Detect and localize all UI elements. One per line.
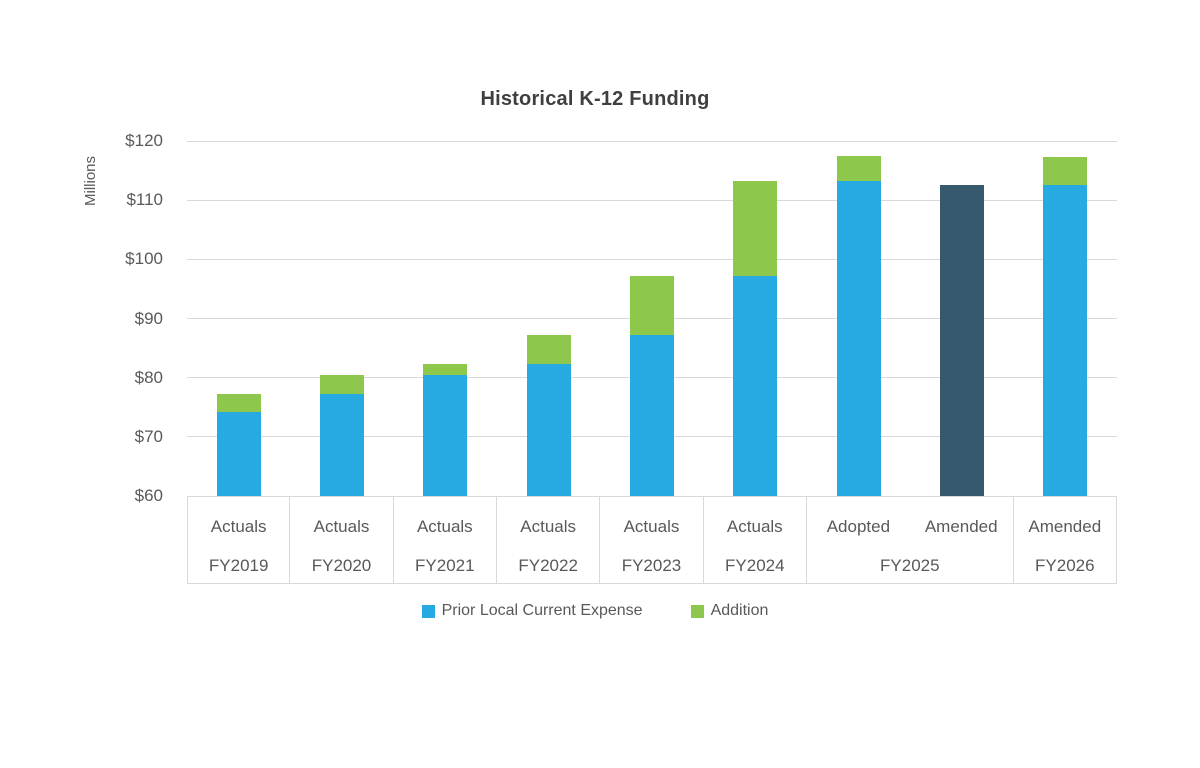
bar-addition-FY2026-amended	[1043, 156, 1088, 185]
bar-prior-FY2026-amended	[1043, 184, 1088, 496]
x-group-fy2020: Actuals FY2020	[290, 496, 394, 583]
bar-prior-FY2022-actuals	[526, 364, 571, 496]
x-group-fy2026: Amended FY2026	[1014, 496, 1117, 583]
x-year-label-fy2025: FY2025	[880, 556, 940, 575]
bar-addition-FY2024-actuals	[733, 180, 778, 277]
x-group-fy2021: Actuals FY2021	[394, 496, 497, 583]
bar-prior-FY2021-actuals	[423, 374, 468, 496]
x-year-label-fy2022: FY2022	[518, 556, 578, 575]
bar-prior-FY2020-actuals	[320, 394, 364, 496]
gridline-100	[187, 258, 1117, 260]
y-tick-label-70: $70	[134, 426, 163, 446]
x-status-row-fy2019: Actuals	[188, 517, 289, 541]
bar-addition-FY2021-actuals	[423, 364, 468, 375]
x-status-label-actuals: Actuals	[416, 517, 473, 536]
x-status-label-actuals: Actuals	[313, 517, 370, 536]
x-axis-category-table: Actuals FY2019 Actuals FY2020 Actuals FY2021 A…	[187, 496, 1117, 584]
x-group-fy2023: Actuals FY2023	[600, 496, 704, 583]
y-tick-label-110: $110	[126, 190, 163, 210]
x-year-label-fy2019: FY2019	[208, 556, 269, 575]
y-tick-label-120: $120	[125, 131, 163, 150]
x-year-label-fy2021: FY2021	[415, 556, 475, 575]
x-status-label-actuals: Actuals	[623, 517, 680, 536]
bar-prior-FY2024-actuals	[733, 276, 778, 496]
bar-addition-FY2022-actuals	[526, 335, 571, 365]
x-year-label-fy2023: FY2023	[621, 556, 682, 575]
x-status-label-adopted: Adopted	[826, 517, 891, 536]
legend-swatch-icon	[690, 604, 704, 618]
x-group-fy2024: Actuals FY2024	[704, 496, 807, 583]
x-year-label-fy2020: FY2020	[311, 556, 372, 575]
x-status-row-fy2022: Actuals	[497, 517, 599, 541]
legend-item-addition: Addition	[690, 602, 769, 620]
legend-swatch-icon	[421, 604, 435, 618]
x-status-label-actuals: Actuals	[210, 517, 267, 536]
legend-label: Prior Local Current Expense	[441, 602, 643, 619]
legend-item-prior-local-current-expense: Prior Local Current Expense	[421, 602, 643, 620]
x-year-label-fy2026: FY2026	[1035, 556, 1095, 575]
bar-addition-FY2019-actuals	[216, 394, 261, 412]
bar-addition-FY2025-adopted	[836, 156, 881, 181]
y-tick-label-80: $80	[134, 367, 163, 387]
x-year-label-fy2024: FY2024	[725, 556, 785, 575]
bar-prior-FY2025-adopted	[836, 180, 881, 496]
x-status-label-amended: Amended	[1028, 517, 1102, 536]
gridline-120	[187, 140, 1117, 142]
bar-addition-FY2023-actuals	[630, 276, 674, 336]
x-status-label-actuals: Actuals	[726, 517, 783, 536]
bar-addition-FY2020-actuals	[320, 374, 364, 395]
x-status-row-fy2026: Amended	[1014, 517, 1116, 541]
x-group-fy2019: Actuals FY2019	[187, 496, 291, 583]
x-group-fy2025: Adopted Amended FY2025	[807, 496, 1014, 583]
gridline-110	[187, 199, 1117, 201]
x-status-row-fy2024: Actuals	[704, 517, 806, 541]
x-status-label-amended: Amended	[924, 517, 998, 536]
x-status-row-fy2025: Adopted Amended	[807, 517, 1013, 541]
gridline-60	[187, 495, 1117, 497]
x-group-fy2022: Actuals FY2022	[497, 496, 601, 583]
x-status-label-actuals: Actuals	[520, 517, 577, 536]
x-status-row-fy2021: Actuals	[394, 517, 496, 541]
y-tick-label-60: $60	[134, 486, 163, 505]
x-status-row-fy2023: Actuals	[600, 517, 702, 541]
chart-title: Historical K-12 Funding	[480, 88, 710, 110]
bar-prior-FY2023-actuals	[630, 335, 674, 496]
chart-legend: Prior Local Current Expense Addition	[0, 602, 1190, 620]
y-tick-label-100: $100	[125, 249, 163, 269]
legend-label: Addition	[710, 602, 769, 619]
x-status-row-fy2020: Actuals	[290, 517, 392, 541]
y-tick-label-90: $90	[134, 308, 163, 328]
bar-prior-FY2019-actuals	[216, 411, 261, 496]
bar-amended-FY2025-amended	[940, 184, 984, 496]
